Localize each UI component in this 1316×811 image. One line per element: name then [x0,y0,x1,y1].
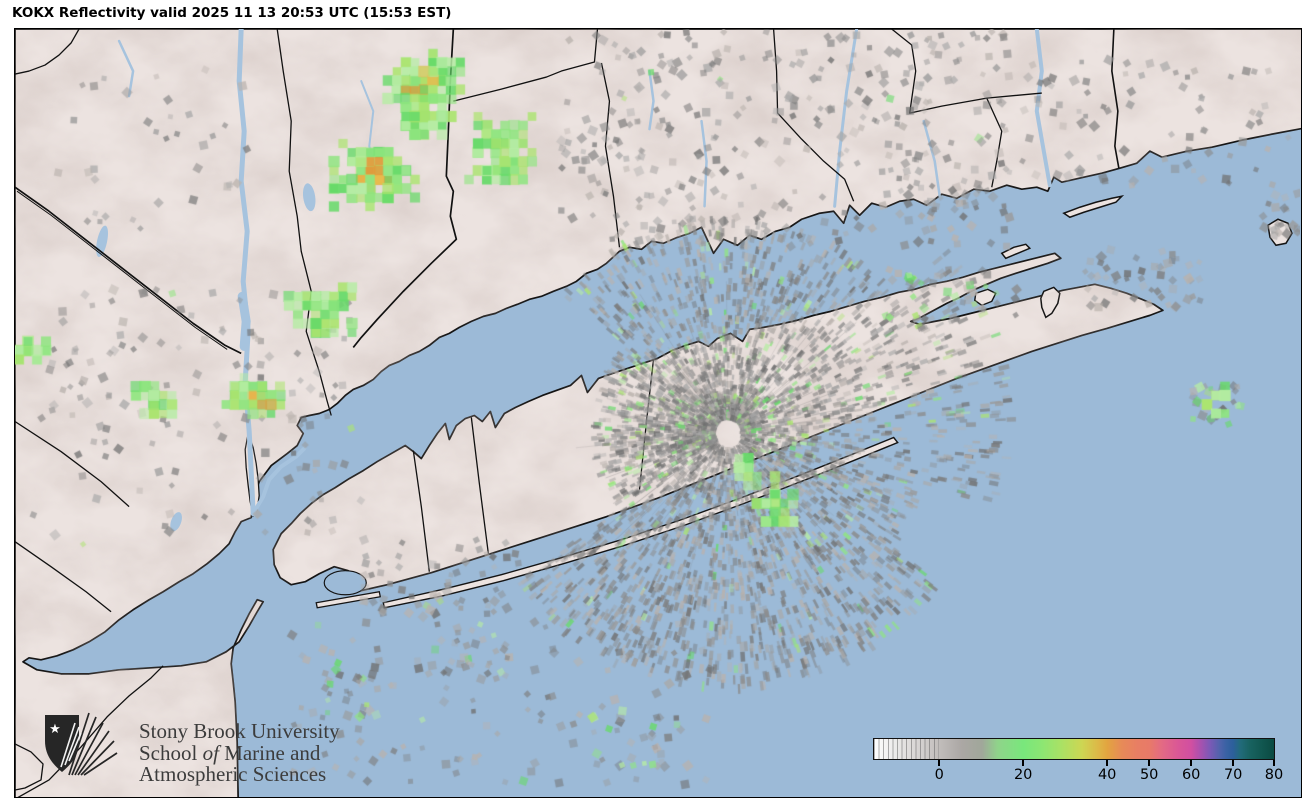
colorbar-gradient [873,738,1275,760]
radar-map: 0 20 40 50 60 70 80 ★ Stony Brook University S… [14,28,1302,798]
logo-line-2: School of Marine and [139,740,321,765]
colorbar-tick-label: 50 [1139,767,1159,783]
svg-text:★: ★ [49,722,61,737]
colorbar-tick [1022,760,1024,766]
colorbar-tick-label: 70 [1223,767,1243,783]
colorbar-tick-label: 40 [1097,767,1117,783]
colorbar-tick [1106,760,1108,766]
colorbar-tick-label: 0 [934,767,944,783]
logo-text: Stony Brook University School of Marine … [139,719,340,786]
radar-echo-layer [15,29,1300,796]
colorbar-hatch [874,739,940,759]
colorbar-tick-label: 20 [1013,767,1033,783]
colorbar-tick-label: 80 [1264,767,1284,783]
stony-brook-logo: ★ Stony Brook University School of Marin… [39,705,340,791]
colorbar-tick [938,760,940,766]
stony-brook-shield-icon: ★ [45,712,118,776]
colorbar-tick [1232,760,1234,766]
colorbar-tick [1190,760,1192,766]
logo-line-1: Stony Brook University [139,719,340,743]
colorbar-tick-label: 60 [1181,767,1201,783]
colorbar-tick [1148,760,1150,766]
logo-line-3: Atmospheric Sciences [139,762,327,786]
page-title: KOKX Reflectivity valid 2025 11 13 20:53… [12,5,452,21]
reflectivity-colorbar: 0 20 40 50 60 70 80 [873,738,1283,786]
colorbar-tick [1273,760,1275,766]
